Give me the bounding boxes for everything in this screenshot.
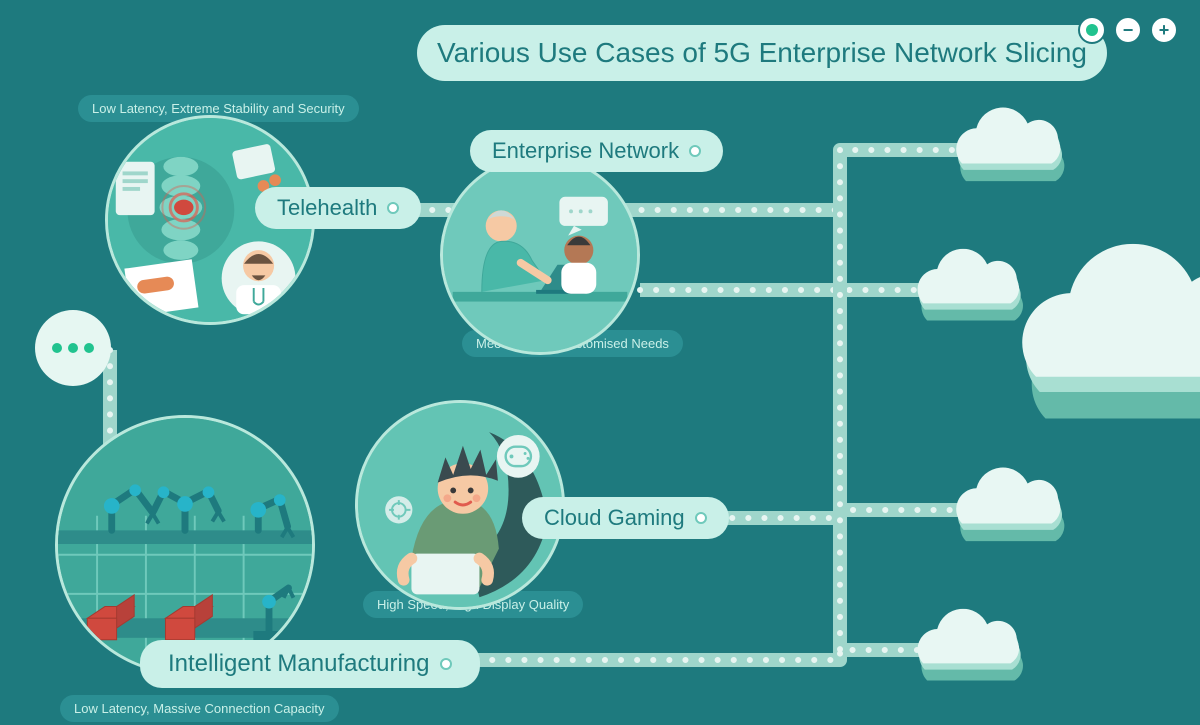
gaming-label: Cloud Gaming: [522, 497, 729, 539]
cloud-icon: [938, 108, 1082, 208]
more-usecases-indicator: [35, 310, 111, 386]
manufacturing-circle: [55, 415, 315, 675]
ellipsis-dot-icon: [68, 343, 78, 353]
label-dot-icon: [689, 145, 701, 157]
enterprise-circle: [440, 155, 640, 355]
manufacturing-label: Intelligent Manufacturing: [140, 640, 480, 688]
infographic-stage: Various Use Cases of 5G Enterprise Netwo…: [0, 0, 1200, 725]
label-dot-icon: [695, 512, 707, 524]
enterprise-label: Enterprise Network: [470, 130, 723, 172]
cloud-icon: [900, 609, 1040, 707]
label-dot-icon: [440, 658, 452, 670]
telehealth-label: Telehealth: [255, 187, 421, 229]
cloud-main-icon: [979, 244, 1200, 482]
ellipsis-dot-icon: [52, 343, 62, 353]
ellipsis-dot-icon: [84, 343, 94, 353]
manufacturing-illustration: [58, 418, 312, 672]
cloud-icon: [938, 468, 1082, 568]
label-dot-icon: [387, 202, 399, 214]
enterprise-illustration: [443, 158, 637, 352]
